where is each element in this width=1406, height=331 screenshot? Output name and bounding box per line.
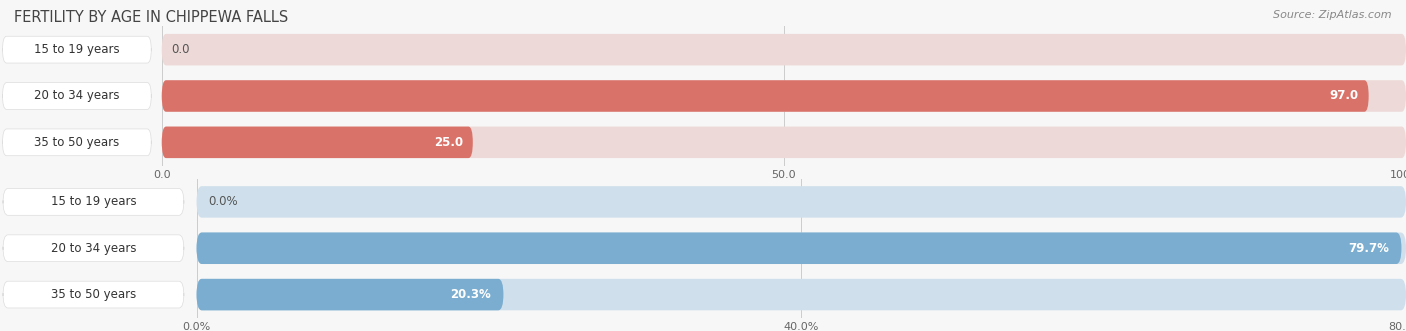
Text: 79.7%: 79.7% bbox=[1348, 242, 1389, 255]
Text: 0.0: 0.0 bbox=[172, 43, 190, 56]
FancyBboxPatch shape bbox=[197, 232, 1402, 264]
Text: FERTILITY BY AGE IN CHIPPEWA FALLS: FERTILITY BY AGE IN CHIPPEWA FALLS bbox=[14, 10, 288, 25]
Text: 15 to 19 years: 15 to 19 years bbox=[34, 43, 120, 56]
FancyBboxPatch shape bbox=[197, 279, 1406, 310]
Text: 25.0: 25.0 bbox=[433, 136, 463, 149]
Text: 0.0%: 0.0% bbox=[208, 195, 238, 209]
FancyBboxPatch shape bbox=[162, 126, 472, 158]
FancyBboxPatch shape bbox=[3, 83, 152, 109]
Text: 20 to 34 years: 20 to 34 years bbox=[51, 242, 136, 255]
FancyBboxPatch shape bbox=[3, 189, 184, 215]
FancyBboxPatch shape bbox=[197, 186, 1406, 218]
FancyBboxPatch shape bbox=[3, 129, 152, 156]
Text: 20.3%: 20.3% bbox=[450, 288, 491, 301]
Text: 35 to 50 years: 35 to 50 years bbox=[34, 136, 120, 149]
FancyBboxPatch shape bbox=[3, 281, 184, 308]
FancyBboxPatch shape bbox=[197, 279, 503, 310]
FancyBboxPatch shape bbox=[162, 34, 1406, 66]
FancyBboxPatch shape bbox=[162, 126, 1406, 158]
FancyBboxPatch shape bbox=[162, 80, 1406, 112]
FancyBboxPatch shape bbox=[3, 235, 184, 261]
FancyBboxPatch shape bbox=[162, 80, 1368, 112]
Text: 20 to 34 years: 20 to 34 years bbox=[34, 89, 120, 103]
Text: Source: ZipAtlas.com: Source: ZipAtlas.com bbox=[1274, 10, 1392, 20]
FancyBboxPatch shape bbox=[3, 36, 152, 63]
Text: 97.0: 97.0 bbox=[1330, 89, 1358, 103]
Text: 35 to 50 years: 35 to 50 years bbox=[51, 288, 136, 301]
Text: 15 to 19 years: 15 to 19 years bbox=[51, 195, 136, 209]
FancyBboxPatch shape bbox=[197, 232, 1406, 264]
